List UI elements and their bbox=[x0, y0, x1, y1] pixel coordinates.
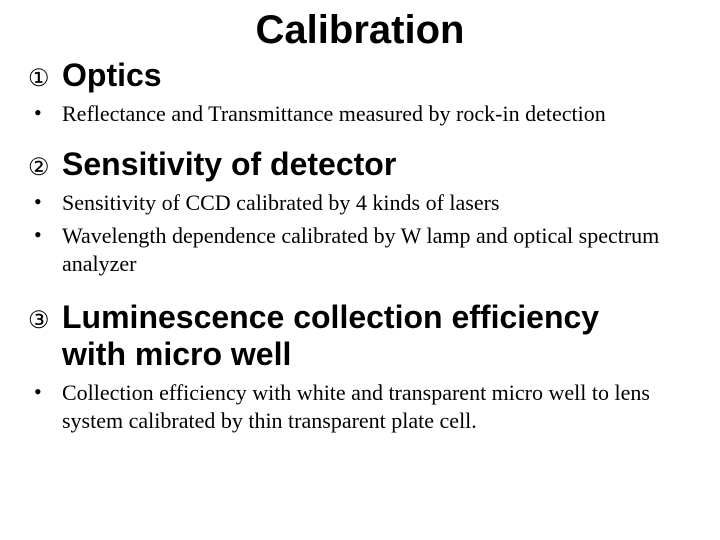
section-1-bullet-1-text: Reflectance and Transmittance measured b… bbox=[62, 100, 692, 128]
section-1: ① Optics bbox=[28, 57, 692, 94]
section-3-bullet-1: • Collection efficiency with white and t… bbox=[28, 379, 692, 434]
section-3-bullet-1-text: Collection efficiency with white and tra… bbox=[62, 379, 692, 434]
section-2-bullet-2-text: Wavelength dependence calibrated by W la… bbox=[62, 222, 692, 277]
section-3-title-line2: with micro well bbox=[62, 336, 599, 373]
bullet-dot-icon: • bbox=[28, 189, 62, 215]
section-3-marker: ③ bbox=[28, 306, 62, 335]
slide-title: Calibration bbox=[28, 8, 692, 53]
section-2-marker: ② bbox=[28, 153, 62, 182]
bullet-dot-icon: • bbox=[28, 100, 62, 126]
section-3-title-line1: Luminescence collection efficiency bbox=[62, 299, 599, 336]
section-1-title: Optics bbox=[62, 57, 162, 94]
bullet-dot-icon: • bbox=[28, 222, 62, 248]
section-2-title: Sensitivity of detector bbox=[62, 146, 396, 183]
section-2-bullet-1: • Sensitivity of CCD calibrated by 4 kin… bbox=[28, 189, 692, 217]
section-2-bullet-2: • Wavelength dependence calibrated by W … bbox=[28, 222, 692, 277]
section-1-marker: ① bbox=[28, 64, 62, 93]
section-1-bullet-1: • Reflectance and Transmittance measured… bbox=[28, 100, 692, 128]
slide: Calibration ① Optics • Reflectance and T… bbox=[0, 0, 720, 540]
section-2-bullet-1-text: Sensitivity of CCD calibrated by 4 kinds… bbox=[62, 189, 692, 217]
section-3: ③ Luminescence collection efficiency wit… bbox=[28, 299, 692, 373]
section-2: ② Sensitivity of detector bbox=[28, 146, 692, 183]
bullet-dot-icon: • bbox=[28, 379, 62, 405]
